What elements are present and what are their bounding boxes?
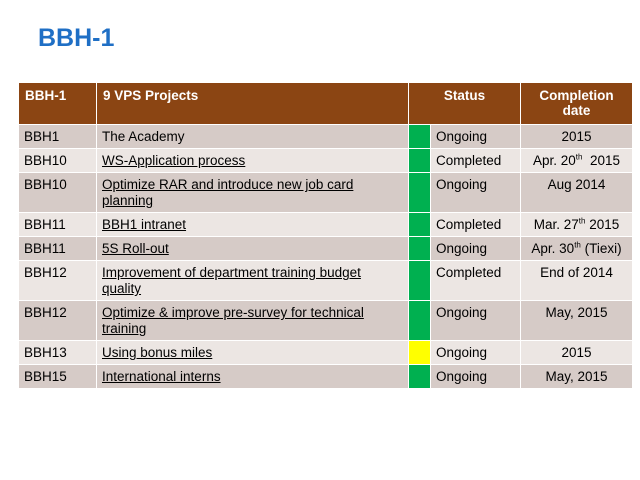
completion-date-cell: Mar. 27th 2015: [520, 212, 634, 237]
unit-cell: BBH10: [18, 148, 97, 173]
date-ordinal-suffix: th: [574, 240, 581, 250]
header-projects: 9 VPS Projects: [96, 82, 409, 125]
table-body: BBH1 The Academy Ongoing 2015 BBH10 WS-Applic…: [18, 124, 634, 389]
completion-date-cell: May, 2015: [520, 364, 634, 389]
table-row: BBH15 International interns Ongoing May, 20…: [18, 364, 634, 389]
date-ordinal-suffix: th: [578, 216, 586, 226]
unit-cell: BBH12: [18, 260, 97, 301]
status-indicator-green: [408, 364, 431, 389]
completion-date-cell: 2015: [520, 124, 634, 149]
unit-cell: BBH13: [18, 340, 97, 365]
project-link[interactable]: Using bonus miles: [96, 340, 409, 365]
status-indicator-green: [408, 260, 431, 301]
status-cell: Ongoing: [429, 236, 522, 261]
project-link[interactable]: International interns: [96, 364, 409, 389]
project-link[interactable]: 5S Roll-out: [96, 236, 409, 261]
header-unit: BBH-1: [18, 82, 97, 125]
unit-cell: BBH10: [18, 172, 97, 213]
status-cell: Completed: [429, 260, 522, 301]
table-row: BBH11 BBH1 intranet Completed Mar. 27th 201…: [18, 212, 634, 237]
status-indicator-green: [408, 172, 431, 213]
status-cell: Completed: [429, 148, 522, 173]
table-row: BBH10 Optimize RAR and introduce new job …: [18, 172, 634, 213]
status-cell: Ongoing: [429, 340, 522, 365]
table-row: BBH13 Using bonus miles Ongoing 2015: [18, 340, 634, 365]
completion-date-cell: Apr. 30th (Tiexi): [520, 236, 634, 261]
unit-cell: BBH11: [18, 212, 97, 237]
project-link[interactable]: Optimize & improve pre-survey for techni…: [96, 300, 409, 341]
date-main: Mar. 27: [533, 217, 579, 232]
unit-cell: BBH15: [18, 364, 97, 389]
date-main: May, 2015: [545, 369, 608, 384]
table-row: BBH10 WS-Application process Completed Apr.…: [18, 148, 634, 173]
date-main: End of 2014: [540, 265, 613, 280]
header-status: Status: [407, 82, 522, 125]
completion-date-cell: May, 2015: [520, 300, 634, 341]
date-rest: 2015: [585, 217, 620, 232]
status-indicator-green: [408, 300, 431, 341]
completion-date-cell: End of 2014: [520, 260, 634, 301]
status-cell: Ongoing: [429, 364, 522, 389]
project-link[interactable]: WS-Application process: [96, 148, 409, 173]
unit-cell: BBH11: [18, 236, 97, 261]
date-main: May, 2015: [545, 305, 608, 320]
project-name: The Academy: [96, 124, 409, 149]
unit-cell: BBH12: [18, 300, 97, 341]
status-indicator-green: [408, 236, 431, 261]
date-ordinal-suffix: th: [575, 152, 583, 162]
unit-cell: BBH1: [18, 124, 97, 149]
project-link[interactable]: BBH1 intranet: [96, 212, 409, 237]
status-indicator-yellow: [408, 340, 431, 365]
table-row: BBH12 Optimize & improve pre-survey for t…: [18, 300, 634, 341]
status-indicator-green: [408, 148, 431, 173]
date-main: Apr. 30: [531, 241, 575, 256]
date-main: 2015: [561, 345, 592, 360]
date-main: Aug 2014: [547, 177, 606, 192]
project-link[interactable]: Improvement of department training budge…: [96, 260, 409, 301]
status-indicator-green: [408, 124, 431, 149]
status-cell: Ongoing: [429, 300, 522, 341]
table-row: BBH1 The Academy Ongoing 2015: [18, 124, 634, 149]
status-cell: Completed: [429, 212, 522, 237]
projects-table: BBH-1 9 VPS Projects Status Completion d…: [18, 82, 634, 389]
date-rest: 2015: [582, 153, 621, 168]
completion-date-cell: Aug 2014: [520, 172, 634, 213]
completion-date-cell: 2015: [520, 340, 634, 365]
status-cell: Ongoing: [429, 124, 522, 149]
page-title: BBH-1: [38, 24, 115, 52]
table-header-row: BBH-1 9 VPS Projects Status Completion d…: [18, 82, 634, 125]
date-rest: (Tiexi): [580, 241, 622, 256]
table-row: BBH11 5S Roll-out Ongoing Apr. 30th (Tiexi): [18, 236, 634, 261]
status-indicator-green: [408, 212, 431, 237]
table-row: BBH12 Improvement of department training …: [18, 260, 634, 301]
date-main: Apr. 20: [533, 153, 576, 168]
header-completion-date: Completion date: [520, 82, 634, 125]
date-main: 2015: [561, 129, 592, 144]
status-cell: Ongoing: [429, 172, 522, 213]
completion-date-cell: Apr. 20th 2015: [520, 148, 634, 173]
project-link[interactable]: Optimize RAR and introduce new job card …: [96, 172, 409, 213]
